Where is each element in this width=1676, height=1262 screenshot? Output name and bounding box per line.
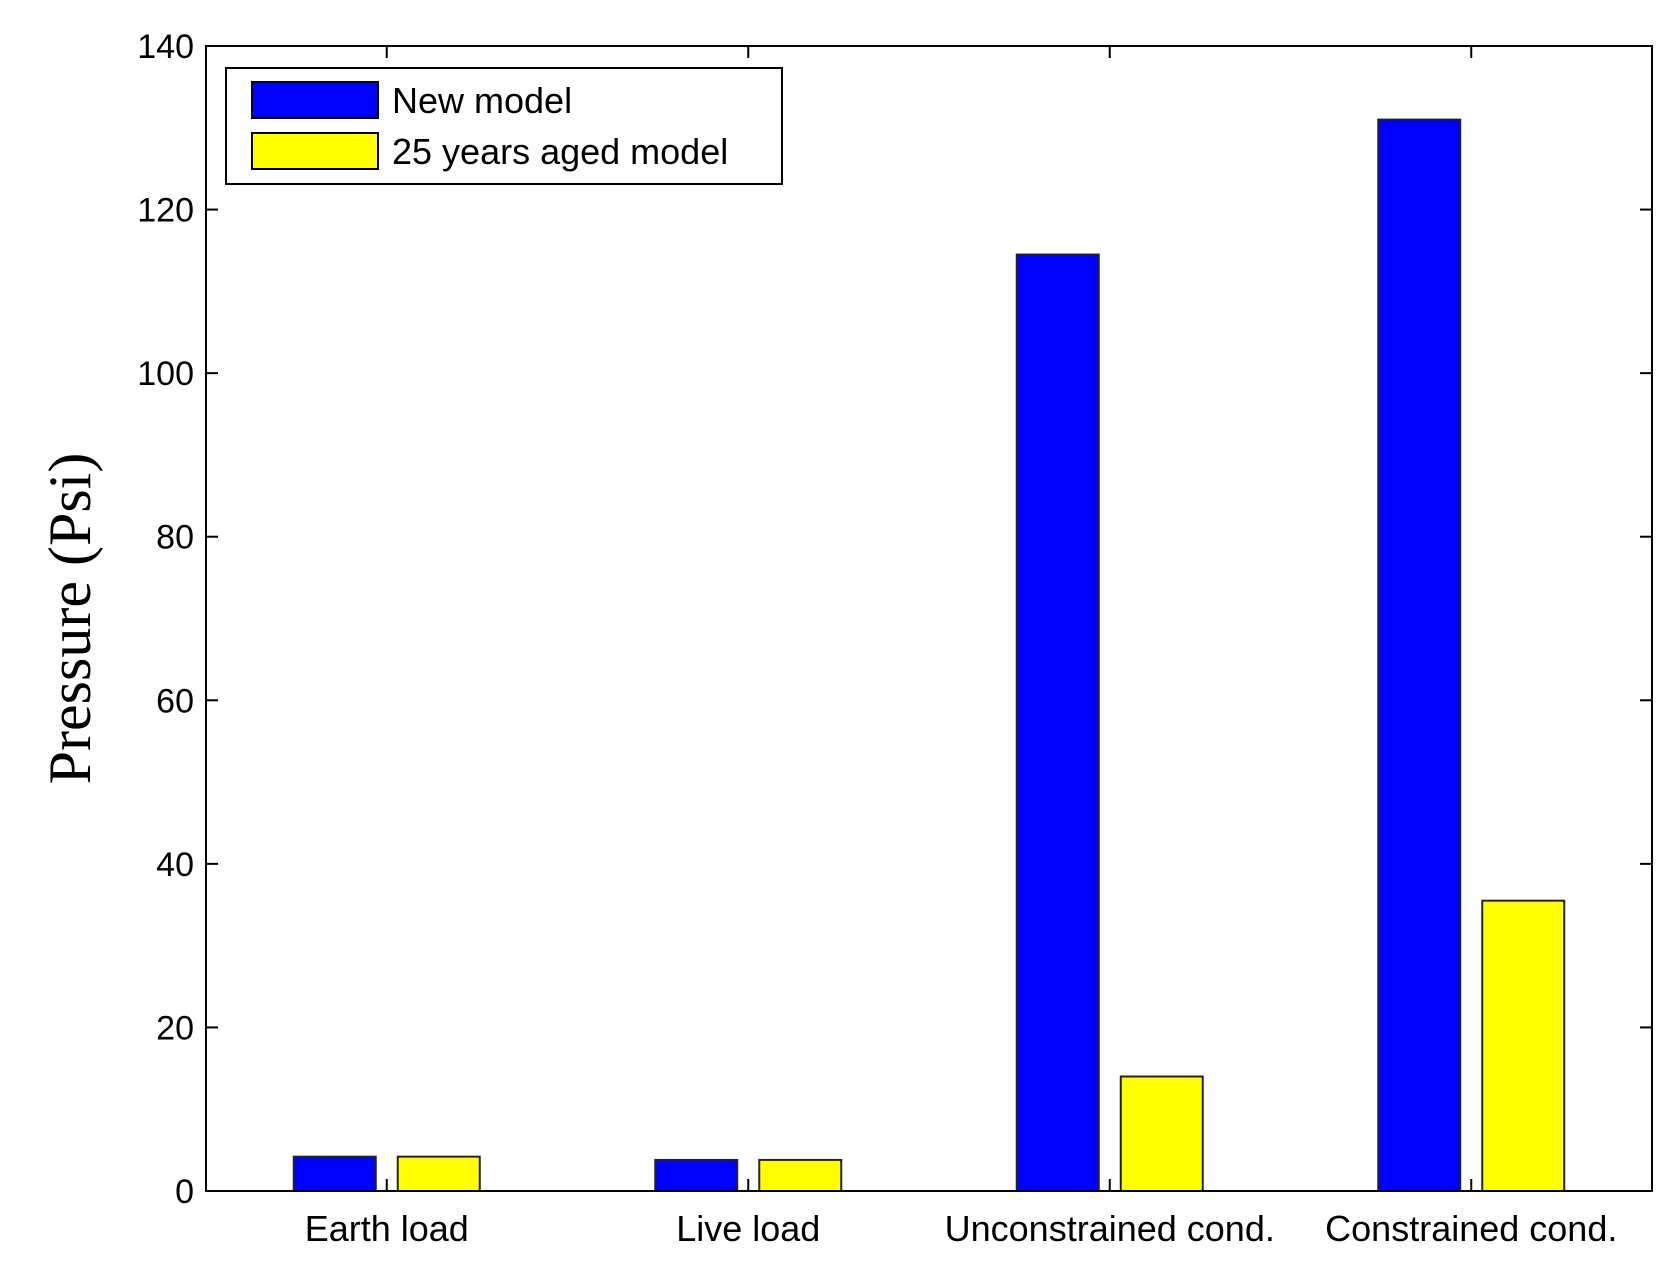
y-tick-label: 60 (156, 682, 194, 720)
legend-swatch (251, 81, 379, 119)
legend: New model 25 years aged model (225, 67, 783, 185)
x-tick-label: Unconstrained cond. (945, 1208, 1275, 1249)
x-axis: Earth load Live load Unconstrained cond. Co… (305, 46, 1617, 1249)
legend-swatch (251, 132, 379, 170)
plot-area-frame (205, 45, 1653, 1192)
x-tick-label: Live load (676, 1208, 820, 1249)
legend-label: New model (392, 80, 572, 121)
bar-aged-model (396, 1155, 481, 1193)
y-tick-label: 40 (156, 846, 194, 884)
bar-new-model (292, 1155, 377, 1193)
bar-new-model (654, 1158, 739, 1192)
legend-label: 25 years aged model (392, 131, 728, 172)
y-tick-label: 80 (156, 519, 194, 557)
y-tick-label: 20 (156, 1009, 194, 1047)
y-tick-label: 120 (137, 192, 194, 230)
bars-layer (292, 118, 1566, 1193)
y-tick-label: 0 (175, 1173, 194, 1211)
x-tick-label: Constrained cond. (1325, 1208, 1617, 1249)
bar-new-model (1377, 118, 1462, 1192)
bar-aged-model (758, 1158, 843, 1192)
y-axis: 0 20 40 60 80 100 120 140 (137, 28, 1652, 1211)
y-tick-label: 140 (137, 28, 194, 66)
y-axis-label: Pressure (Psi) (37, 453, 103, 785)
bar-aged-model (1481, 899, 1566, 1192)
x-tick-label: Earth load (305, 1208, 469, 1249)
bar-new-model (1015, 253, 1100, 1192)
bar-aged-model (1119, 1075, 1204, 1192)
y-tick-label: 100 (137, 355, 194, 393)
